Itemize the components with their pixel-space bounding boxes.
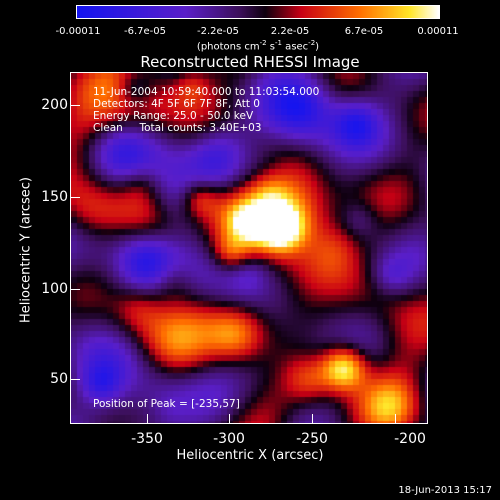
image-title: Reconstructed RHESSI Image xyxy=(140,53,360,71)
x-tick-mark xyxy=(229,414,230,423)
x-tick-mark xyxy=(312,414,313,423)
x-tick-label: -250 xyxy=(296,431,328,447)
colorbar-tick-label: 0.00011 xyxy=(417,26,459,37)
datestamp: 18-Jun-2013 15:17 xyxy=(398,485,492,496)
x-tick-label: -350 xyxy=(131,431,163,447)
y-tick-label: 100 xyxy=(41,281,68,297)
y-tick-mark xyxy=(71,197,80,198)
colorbar xyxy=(76,5,440,19)
total-counts-text: Clean Total counts: 3.40E+03 xyxy=(93,122,262,134)
rhessi-image-map xyxy=(71,73,427,423)
x-tick-label: -300 xyxy=(213,431,245,447)
colorbar-tick-label: 6.7e-05 xyxy=(344,26,384,37)
x-axis-label: Heliocentric X (arcsec) xyxy=(176,448,324,463)
colorbar-tick-label: -2.2e-05 xyxy=(197,26,239,37)
y-tick-mark xyxy=(71,105,80,106)
image-plot xyxy=(70,72,428,424)
y-tick-label: 50 xyxy=(50,371,68,387)
time-range-text: 11-Jun-2004 10:59:40.000 to 11:03:54.000 xyxy=(93,86,320,98)
colorbar-tick-label: -6.7e-05 xyxy=(124,26,166,37)
peak-position-text: Position of Peak = [-235,57] xyxy=(93,398,240,410)
y-tick-mark xyxy=(71,379,80,380)
y-tick-label: 200 xyxy=(41,97,68,113)
colorbar-units: (photons cm-2 s-1 asec-2) xyxy=(196,39,320,53)
colorbar-tick-label: -0.00011 xyxy=(55,26,101,37)
colorbar-tick-label: 2.2e-05 xyxy=(270,26,310,37)
energy-range-text: Energy Range: 25.0 - 50.0 keV xyxy=(93,110,254,122)
y-tick-label: 150 xyxy=(41,189,68,205)
x-tick-label: -200 xyxy=(394,431,426,447)
y-axis-label: Heliocentric Y (arcsec) xyxy=(18,177,34,323)
x-tick-mark xyxy=(395,414,396,423)
y-tick-mark xyxy=(71,289,80,290)
detectors-text: Detectors: 4F 5F 6F 7F 8F, Att 0 xyxy=(93,98,260,110)
x-tick-mark xyxy=(147,414,148,423)
